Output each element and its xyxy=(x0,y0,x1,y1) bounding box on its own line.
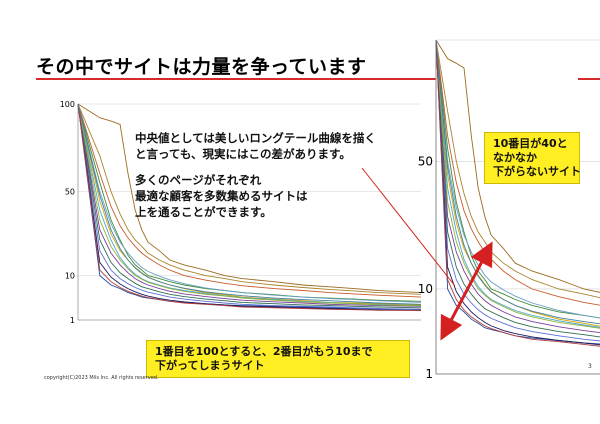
explanation-line: 上を通ることができます。 xyxy=(135,205,272,219)
slide-title: その中でサイトは力量を争っています xyxy=(36,56,367,78)
explanation-line: 最適な顧客を多数集めるサイトは xyxy=(135,189,308,203)
y-tick-label: 50 xyxy=(65,188,75,197)
explanation-line: 中央値としては美しいロングテール曲線を描く xyxy=(135,131,376,145)
explanation-line: 多くのページがそれぞれ xyxy=(135,173,262,187)
series-line-1 xyxy=(77,103,422,294)
zoom-y-tick-label: 1 xyxy=(425,367,433,381)
explanation-line: と言っても、現実にはこの差があります。 xyxy=(135,147,351,161)
callout-slow-decline: 10番目が40と なかなか 下がらないサイト xyxy=(484,132,581,184)
series-line-12 xyxy=(77,103,421,311)
callout-line: 1番目を100とすると、2番目がもう10まで xyxy=(155,345,373,358)
callout-line: なかなか xyxy=(493,151,537,164)
zoom-series-line-5 xyxy=(435,39,600,328)
zoom-y-tick-label: 10 xyxy=(418,282,433,296)
callout-line: 下がってしまうサイト xyxy=(155,359,265,372)
zoom-series-line-8 xyxy=(435,39,600,338)
zoom-series-line-14 xyxy=(435,39,600,347)
y-tick-label: 100 xyxy=(60,100,75,109)
callout-line: 10番目が40と xyxy=(493,137,568,150)
series-line-9 xyxy=(77,103,422,307)
series-line-10 xyxy=(77,103,422,310)
zoom-y-tick-label: 50 xyxy=(418,154,433,168)
y-tick-label: 1 xyxy=(70,316,75,325)
series-line-8 xyxy=(77,103,422,309)
zoom-series-line-6 xyxy=(435,39,600,334)
title-rule-right xyxy=(578,78,600,80)
y-tick-label: 10 xyxy=(65,272,75,281)
zoom-series-line-12 xyxy=(435,39,600,346)
series-line-11 xyxy=(77,103,422,295)
explanation-paragraph-1: 中央値としては美しいロングテール曲線を描く と言っても、現実にはこの差があります… xyxy=(135,130,376,162)
zoom-series-line-1 xyxy=(435,39,600,293)
copyright-text: copyright(C)2023 Mils Inc. All rights re… xyxy=(44,375,159,381)
callout-fast-decline: 1番目を100とすると、2番目がもう10まで 下がってしまうサイト xyxy=(146,340,410,378)
series-line-14 xyxy=(77,103,422,312)
callout-line: 下がらないサイト xyxy=(493,165,581,178)
series-line-7 xyxy=(77,103,422,298)
series-line-15 xyxy=(77,103,422,305)
series-line-5 xyxy=(77,103,422,307)
explanation-paragraph-2: 多くのページがそれぞれ 最適な顧客を多数集めるサイトは 上を通ることができます。 xyxy=(135,172,376,220)
series-line-6 xyxy=(77,103,422,307)
zoom-line-chart: 50 10 1 xyxy=(418,39,600,381)
main-line-chart: 100 50 10 1 xyxy=(60,100,422,325)
title-rule xyxy=(36,78,436,80)
series-line-13 xyxy=(77,103,422,303)
zoom-series-line-10 xyxy=(435,39,600,342)
page-number: 3 xyxy=(588,363,592,370)
explanation-text: 中央値としては美しいロングテール曲線を描く と言っても、現実にはこの差があります… xyxy=(135,130,376,230)
